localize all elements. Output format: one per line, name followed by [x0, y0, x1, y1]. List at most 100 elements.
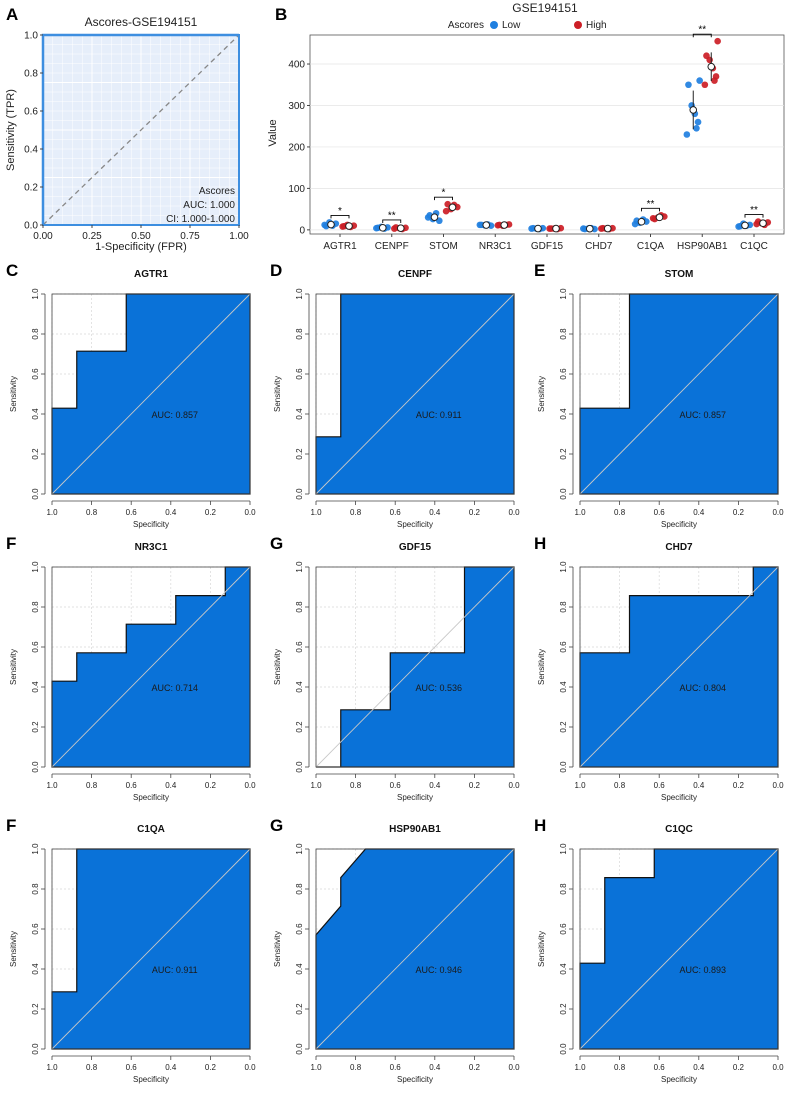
roc-xtick-label: 1.0	[46, 508, 58, 517]
roc-ytick-label: 0.6	[559, 923, 568, 935]
panel-a-xtick-label: 0.25	[82, 231, 102, 242]
roc-xtick-label: 0.6	[126, 508, 138, 517]
roc-ytick-label: 0.0	[295, 761, 304, 773]
roc-title: AGTR1	[134, 269, 168, 280]
roc-x-axis: 1.0 0.8 0.6 0.4 0.2 0.0	[574, 773, 784, 790]
panel-a-reference-line	[42, 34, 240, 226]
roc-reference-line	[315, 293, 515, 495]
mean-marker-high	[345, 222, 353, 230]
roc-xtick-label: 0.0	[244, 1063, 256, 1072]
panel-b-significance: * *********	[330, 25, 764, 223]
significance-label: **	[388, 210, 396, 221]
roc-xtick-label: 0.8	[614, 508, 626, 517]
roc-ytick-label: 1.0	[559, 561, 568, 573]
roc-y-axis: 0.0 0.2 0.4 0.6 0.8 1.0	[295, 288, 310, 500]
roc-panel-gdf15: G GDF15 AUC: 0.536 0.0 0.2 0.4 0.6 0.8 1.0 1.0 0.8…	[270, 534, 520, 802]
roc-frame	[579, 566, 779, 768]
roc-ytick-label: 0.2	[295, 448, 304, 460]
roc-frame	[315, 293, 515, 495]
panel-b-points	[321, 37, 772, 233]
mean-marker-high	[500, 221, 509, 229]
roc-xtick-label: 0.4	[429, 781, 441, 790]
panel-b-category-label: CHD7	[585, 241, 613, 252]
roc-xtick-label: 0.8	[350, 1063, 362, 1072]
roc-y-label: Sensitivity	[9, 931, 18, 967]
panel-a-ytick-label: 0.4	[24, 145, 38, 156]
roc-y-label: Sensitivity	[537, 376, 546, 412]
mean-marker-high	[759, 219, 767, 228]
mean-marker-low	[534, 224, 542, 233]
panel-letter: F	[6, 534, 16, 553]
roc-xtick-label: 1.0	[310, 508, 322, 517]
roc-y-label: Sensitivity	[537, 649, 546, 685]
roc-title: CHD7	[665, 542, 693, 553]
roc-ytick-label: 0.6	[31, 923, 40, 935]
significance-bracket	[641, 207, 660, 212]
roc-ytick-label: 0.4	[559, 963, 568, 975]
panel-a-y-label: Sensitivity (TPR)	[5, 89, 17, 171]
roc-xtick-label: 1.0	[310, 781, 322, 790]
roc-y-label: Sensitivity	[273, 931, 282, 967]
roc-ytick-label: 0.8	[31, 883, 40, 895]
roc-x-label: Specificity	[397, 1075, 433, 1084]
roc-ytick-label: 0.8	[295, 883, 304, 895]
panel-a-y-ticks: 0.0 0.2 0.4 0.6 0.8 1.0	[24, 31, 43, 232]
point-low	[693, 124, 700, 132]
mean-marker-high	[448, 203, 457, 212]
roc-xtick-label: 0.6	[654, 1063, 666, 1072]
roc-ytick-label: 0.0	[31, 1043, 40, 1055]
mean-marker-low	[378, 223, 387, 232]
roc-xtick-label: 0.6	[390, 781, 402, 790]
roc-xtick-label: 0.0	[508, 508, 520, 517]
roc-x-axis: 1.0 0.8 0.6 0.4 0.2 0.0	[46, 1055, 256, 1072]
roc-frame	[51, 566, 251, 768]
roc-xtick-label: 0.4	[165, 1063, 177, 1072]
roc-x-label: Specificity	[397, 793, 433, 802]
roc-ytick-label: 0.8	[559, 883, 568, 895]
roc-y-axis: 0.0 0.2 0.4 0.6 0.8 1.0	[559, 561, 574, 773]
roc-ytick-label: 1.0	[295, 561, 304, 573]
mean-marker-high	[603, 224, 612, 233]
mean-marker-high	[655, 213, 664, 222]
roc-auc-label: AUC: 0.911	[416, 410, 462, 420]
roc-xtick-label: 0.8	[86, 1063, 98, 1072]
roc-ytick-label: 0.0	[559, 761, 568, 773]
roc-ytick-label: 0.8	[559, 601, 568, 613]
roc-panel-agtr1: C AGTR1 AUC: 0.857 0.0 0.2 0.4 0.6 0.8 1.0 1.0 0.8…	[6, 261, 256, 529]
mean-marker-low	[327, 220, 335, 229]
panel-b-letter: B	[275, 5, 287, 24]
panel-b-category-label: NR3C1	[479, 241, 512, 252]
panel-a-ytick-label: 0.8	[24, 69, 38, 80]
roc-ytick-label: 0.2	[31, 448, 40, 460]
roc-xtick-label: 0.4	[693, 781, 705, 790]
roc-y-axis: 0.0 0.2 0.4 0.6 0.8 1.0	[31, 843, 46, 1055]
roc-ytick-label: 0.6	[559, 368, 568, 380]
roc-xtick-label: 0.2	[733, 1063, 745, 1072]
roc-x-label: Specificity	[661, 520, 697, 529]
panel-a-ytick-label: 0.2	[24, 183, 38, 194]
roc-ytick-label: 0.2	[559, 721, 568, 733]
panel-a-title: Ascores-GSE194151	[85, 15, 198, 29]
roc-xtick-label: 0.4	[429, 508, 441, 517]
roc-ytick-label: 0.4	[31, 681, 40, 693]
roc-ytick-label: 0.6	[31, 641, 40, 653]
roc-reference-line	[579, 848, 779, 1050]
panel-b-y-ticks: 0 100 200 300 400	[288, 60, 310, 236]
roc-x-axis: 1.0 0.8 0.6 0.4 0.2 0.0	[310, 500, 520, 517]
roc-ytick-label: 0.8	[295, 601, 304, 613]
roc-y-label: Sensitivity	[273, 649, 282, 685]
roc-reference-line	[579, 293, 779, 495]
roc-xtick-label: 0.0	[772, 508, 784, 517]
roc-ytick-label: 1.0	[295, 288, 304, 300]
panel-a-xtick-label: 0.50	[131, 231, 151, 242]
roc-xtick-label: 0.0	[508, 781, 520, 790]
roc-ytick-label: 0.2	[559, 448, 568, 460]
roc-auc-label: AUC: 0.804	[679, 683, 726, 693]
panel-b-category-label: HSP90AB1	[677, 241, 728, 252]
roc-ytick-label: 0.8	[559, 328, 568, 340]
panel-b-ytick-label: 0	[299, 225, 305, 236]
roc-ytick-label: 1.0	[295, 843, 304, 855]
panel-b-category-label: AGTR1	[323, 241, 357, 252]
panel-b-y-label: Value	[267, 119, 279, 146]
